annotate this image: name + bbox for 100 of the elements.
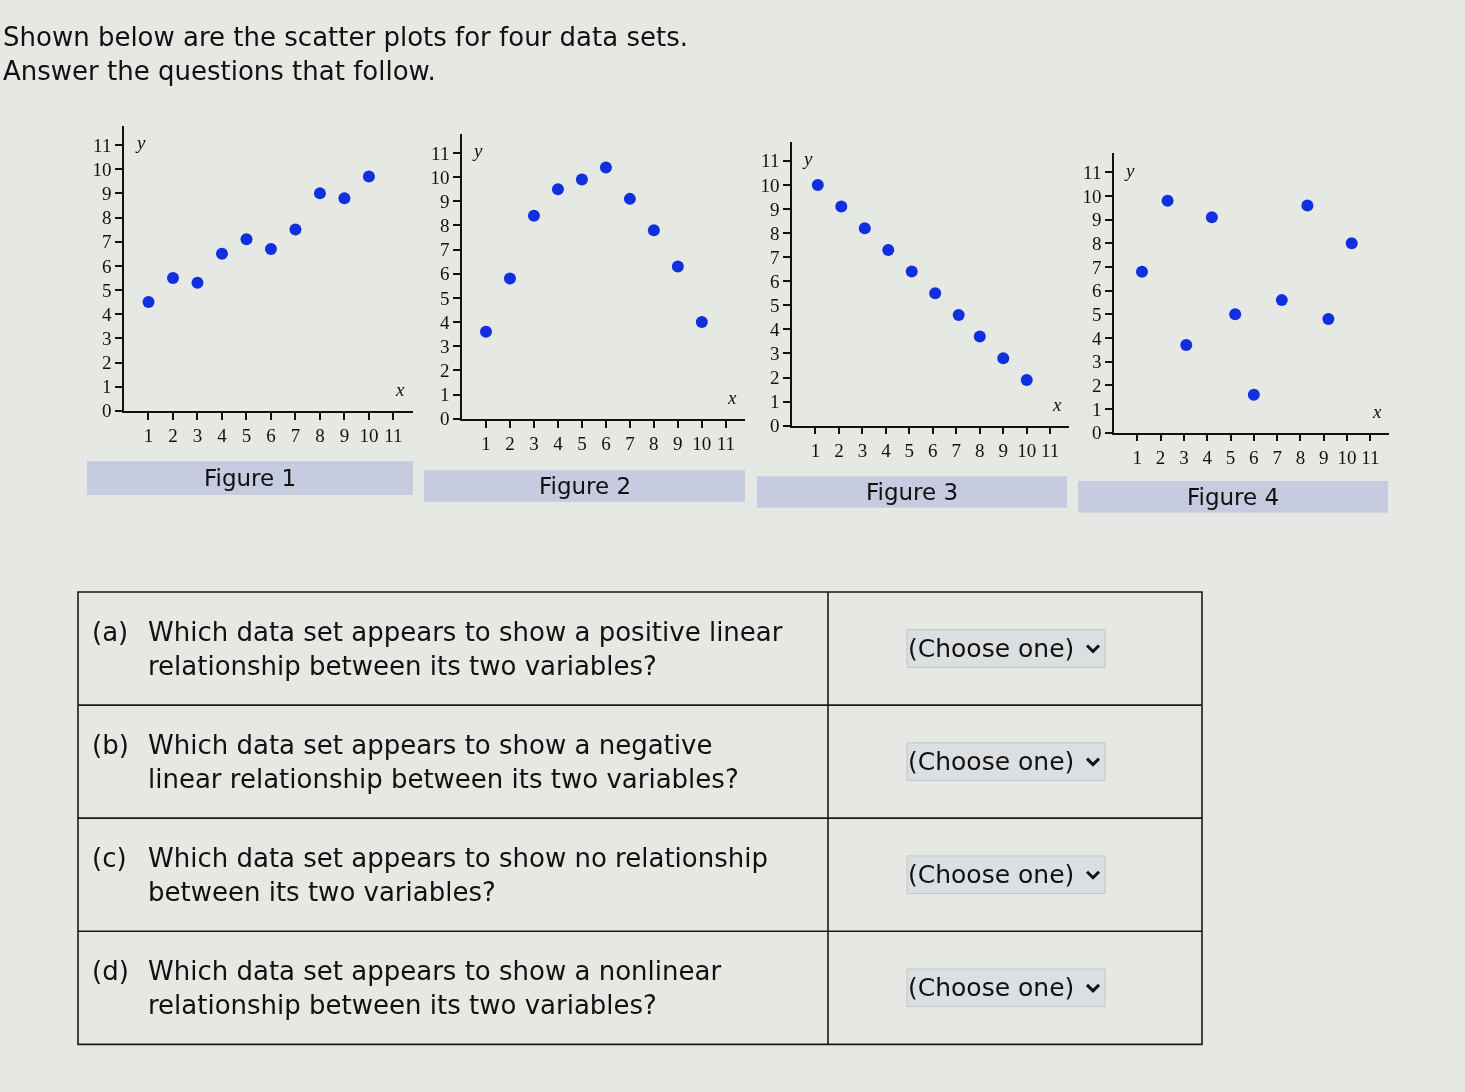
x-axis-title: x: [1372, 401, 1382, 422]
point: [835, 200, 848, 213]
y-tick-label: 2: [439, 360, 450, 382]
x-tick-label: 4: [217, 425, 228, 447]
y-tick-label: 11: [93, 134, 112, 156]
text: Figure 1: [204, 465, 297, 491]
point: [240, 233, 253, 246]
y-axis-title: y: [1124, 160, 1135, 181]
y-tick-label: 10: [760, 174, 780, 196]
y-tick-label: 1: [101, 376, 112, 398]
point: [575, 173, 588, 186]
x-tick-label: 9: [673, 433, 683, 455]
x-tick-label: 3: [857, 440, 868, 462]
point: [313, 187, 326, 200]
x-tick-label: 6: [601, 433, 611, 455]
x-tick-label: 3: [529, 433, 539, 455]
text: Shown below are the scatter plots for four data sets. Answer the questions that follow.: [3, 22, 688, 86]
x-tick-label: 10: [692, 433, 712, 455]
y-tick-label: 9: [439, 190, 450, 212]
text: Which data set appears to show no relationship between its two variables?: [148, 843, 768, 907]
point: [551, 183, 564, 196]
x-tick-label: 8: [1295, 447, 1306, 469]
x-tick-label: 4: [553, 433, 564, 455]
x-tick-label: 7: [625, 433, 635, 455]
x-tick-label: 1: [481, 433, 491, 455]
point: [1275, 294, 1288, 307]
y-tick-label: 6: [439, 263, 450, 285]
text: (Choose one): [908, 634, 1075, 663]
y-tick-label: 4: [1091, 327, 1102, 349]
x-tick-label: 2: [168, 425, 178, 447]
y-tick-label: 6: [1091, 280, 1102, 302]
x-tick-label: 8: [975, 440, 985, 462]
point: [671, 260, 684, 273]
x-tick-label: 5: [1225, 447, 1236, 469]
y-tick-label: 10: [92, 158, 112, 180]
point: [527, 209, 540, 222]
y-tick-label: 4: [439, 311, 450, 333]
x-tick-label: 6: [1249, 447, 1259, 469]
y-tick-label: 5: [101, 279, 112, 301]
point: [647, 224, 660, 237]
y-tick-label: 5: [769, 294, 780, 316]
y-tick-label: 4: [769, 319, 780, 341]
x-tick-label: 10: [1017, 440, 1037, 462]
point: [1161, 194, 1174, 207]
point: [166, 271, 179, 284]
y-tick-label: 3: [769, 343, 780, 365]
x-tick-label: 3: [192, 425, 203, 447]
x-tick-label: 1: [810, 440, 821, 462]
x-axis-title: x: [1052, 394, 1062, 415]
point: [1322, 313, 1335, 326]
text: (d): [92, 956, 129, 986]
y-tick-label: 3: [101, 327, 112, 349]
y-tick-label: 6: [101, 255, 112, 277]
y-tick-label: 10: [430, 166, 450, 188]
point: [362, 170, 375, 183]
x-tick-label: 2: [834, 440, 844, 462]
y-tick-label: 1: [439, 384, 450, 406]
x-tick-label: 7: [290, 425, 301, 447]
y-tick-label: 8: [769, 222, 780, 244]
text: (a): [92, 617, 129, 647]
x-tick-label: 8: [649, 433, 659, 455]
point: [264, 242, 277, 255]
y-tick-label: 3: [439, 335, 450, 357]
y-tick-label: 2: [101, 352, 112, 374]
y-axis-title: y: [135, 132, 146, 153]
y-tick-label: 10: [1082, 185, 1102, 207]
x-tick-label: 5: [241, 425, 252, 447]
y-tick-label: 11: [431, 142, 450, 164]
y-tick-label: 7: [769, 246, 780, 268]
text: Figure 2: [539, 473, 632, 499]
y-tick-label: 5: [439, 287, 450, 309]
text: Which data set appears to show a nonlinear relationship between its two variables?: [148, 956, 722, 1020]
y-tick-label: 11: [1083, 162, 1102, 184]
y-tick-label: 9: [769, 198, 780, 220]
point: [1135, 265, 1148, 278]
text: (c): [92, 843, 127, 873]
x-tick-label: 11: [1041, 440, 1060, 462]
y-tick-label: 3: [1091, 351, 1102, 373]
text: (Choose one): [908, 973, 1075, 1002]
text: (Choose one): [908, 860, 1075, 889]
x-tick-label: 6: [928, 440, 938, 462]
y-axis-title: y: [472, 140, 483, 161]
x-tick-label: 4: [1202, 447, 1213, 469]
x-tick-label: 1: [143, 425, 154, 447]
point: [623, 192, 636, 205]
point: [1020, 373, 1033, 386]
text: (Choose one): [908, 747, 1075, 776]
y-tick-label: 2: [1091, 374, 1102, 396]
y-tick-label: 8: [439, 215, 450, 237]
y-tick-label: 9: [101, 183, 112, 205]
x-tick-label: 5: [904, 440, 915, 462]
x-tick-label: 7: [1272, 447, 1282, 469]
point: [599, 161, 612, 174]
text: Which data set appears to show a positive linear relationship between its two variables?: [148, 617, 783, 681]
text: Figure 4: [1187, 484, 1280, 510]
point: [215, 247, 228, 260]
point: [1247, 388, 1260, 401]
text: Which data set appears to show a negative linear relationship between its two variables?: [148, 730, 739, 794]
x-tick-label: 8: [315, 425, 325, 447]
x-tick-label: 7: [951, 440, 962, 462]
